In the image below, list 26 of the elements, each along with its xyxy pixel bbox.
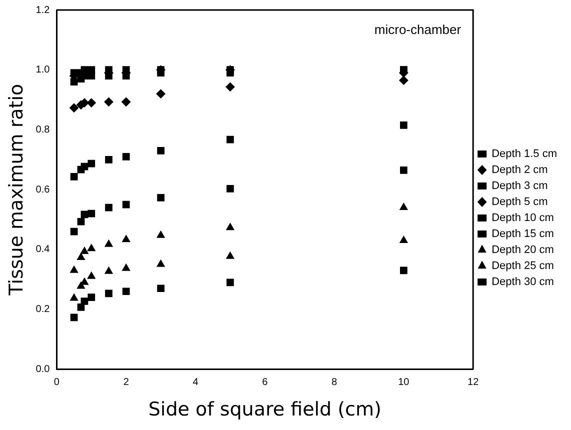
x-tick-label: 4 <box>192 376 199 388</box>
y-tick-label: 0.4 <box>36 244 50 256</box>
legend-label: Depth 10 cm <box>492 212 554 224</box>
x-tick-label: 12 <box>468 376 480 388</box>
legend-label: Depth 3 cm <box>492 180 548 192</box>
x-tick-label: 0 <box>54 376 60 388</box>
x-tick-label: 8 <box>332 376 338 388</box>
y-tick-label: 0.8 <box>36 124 50 136</box>
legend-label: Depth 2 cm <box>492 164 548 176</box>
annotation: micro-chamber <box>374 22 462 38</box>
legend-label: Depth 30 cm <box>492 276 554 288</box>
x-tick-label: 2 <box>123 376 130 388</box>
y-tick-label: 0.2 <box>36 304 50 316</box>
y-axis-title: Tissue maximum ratio <box>5 84 28 296</box>
x-tick-label: 10 <box>398 376 410 388</box>
legend-label: Depth 5 cm <box>492 196 548 208</box>
x-tick-label: 6 <box>262 376 268 388</box>
y-tick-label: 0.6 <box>36 184 50 196</box>
y-tick-label: 1.0 <box>36 64 50 76</box>
legend-label: Depth 15 cm <box>492 228 554 240</box>
y-tick-label: 0.0 <box>36 364 50 375</box>
legend-label: Depth 1.5 cm <box>492 148 557 160</box>
y-tick-label: 1.2 <box>36 4 50 16</box>
legend-label: Depth 20 cm <box>492 244 554 256</box>
x-axis-title: Side of square field (cm) <box>148 398 382 421</box>
legend-label: Depth 25 cm <box>492 260 554 272</box>
